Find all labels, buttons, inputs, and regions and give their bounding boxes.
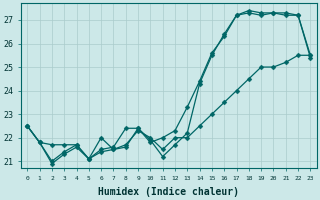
X-axis label: Humidex (Indice chaleur): Humidex (Indice chaleur) bbox=[98, 186, 239, 197]
